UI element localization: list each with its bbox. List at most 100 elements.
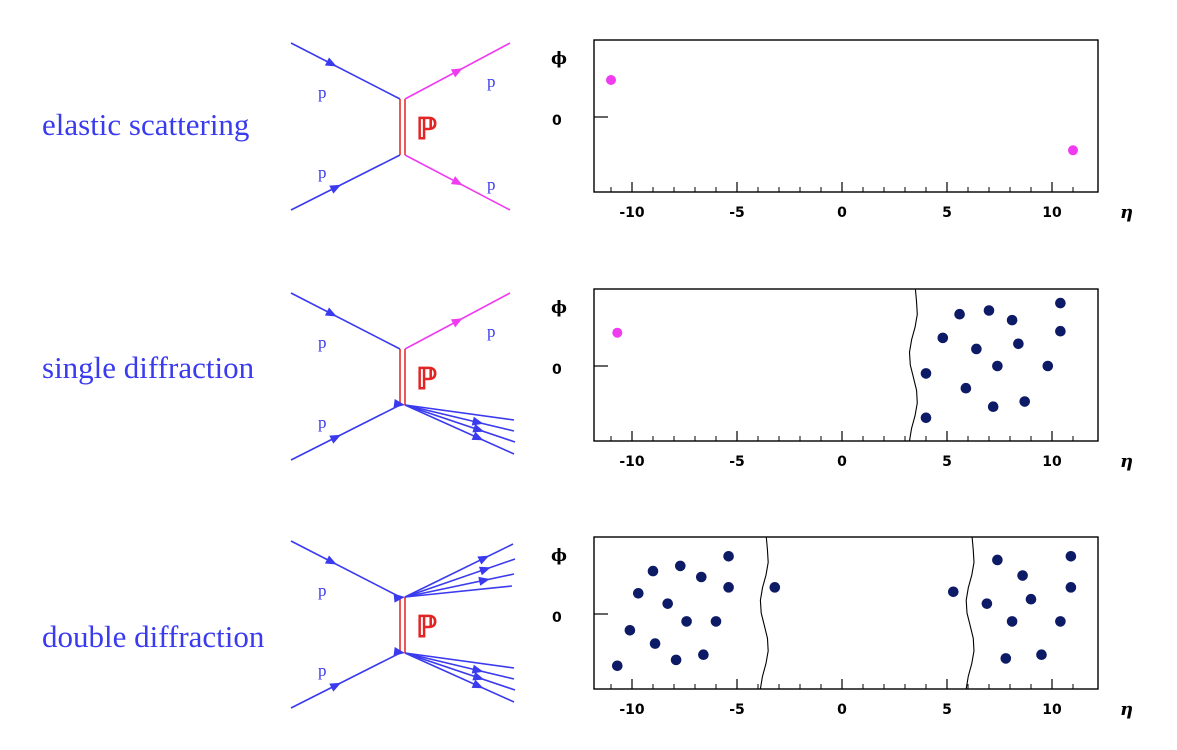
particle-dot <box>981 598 993 609</box>
scattered-proton-dot <box>612 327 623 338</box>
outgoing-proton-top-arrow-icon <box>450 68 463 78</box>
proton-label: p <box>318 333 327 352</box>
particle-dot <box>987 401 999 413</box>
particle-dot <box>1055 616 1066 627</box>
particle-dot <box>937 332 949 344</box>
y-axis-symbol: ϕ <box>551 546 567 566</box>
particle-dot <box>960 382 972 394</box>
proton-label: p <box>318 83 327 102</box>
y-axis-symbol: ϕ <box>551 298 567 318</box>
x-tick-label: 0 <box>837 454 847 470</box>
x-tick-label: -5 <box>729 205 745 221</box>
outgoing-jet-bottom-line <box>404 404 515 455</box>
particle-dot <box>769 582 781 593</box>
rapidity-gap-boundary <box>965 536 975 690</box>
proton-label: p <box>487 175 496 194</box>
outgoing-jet-bottom-arrow-icon <box>472 671 485 681</box>
outgoing-jet-top-line <box>404 585 513 598</box>
particle-dot <box>670 654 682 666</box>
plot-frame <box>593 536 1099 690</box>
outgoing-proton-top-arrow-icon <box>450 318 463 328</box>
x-tick-label: 10 <box>1042 454 1062 470</box>
particle-dot <box>662 598 673 609</box>
particle-dot <box>983 305 995 316</box>
incoming-proton-bottom-line <box>290 652 401 709</box>
particle-dot <box>675 560 686 572</box>
particle-dot <box>696 571 707 583</box>
x-axis-symbol: η <box>1120 451 1133 472</box>
incoming-proton-top-arrow-icon <box>324 57 337 67</box>
particle-dot <box>1013 338 1024 350</box>
particle-dot <box>971 343 982 355</box>
particle-dot <box>1017 570 1028 581</box>
outgoing-jet-top-arrow-icon <box>393 593 405 603</box>
incoming-proton-bottom-arrow-icon <box>329 434 342 444</box>
particle-dot <box>649 638 661 649</box>
plot-frame <box>593 288 1099 442</box>
feynman-diagram: ℙp p p p <box>290 42 511 211</box>
particle-dot <box>681 616 692 627</box>
outgoing-jet-bottom-line <box>404 652 515 669</box>
y-axis-symbol: ϕ <box>551 49 567 69</box>
pomeron-label: ℙ <box>416 611 437 644</box>
particle-dot <box>723 550 734 562</box>
x-tick-label: 0 <box>837 205 847 221</box>
particle-dot <box>647 565 659 577</box>
plot-frame <box>593 39 1099 193</box>
particle-dot <box>948 586 959 598</box>
particle-dot <box>1065 582 1077 593</box>
proton-label: p <box>318 163 327 182</box>
outgoing-jet-bottom-line <box>404 652 515 680</box>
pomeron-label: ℙ <box>416 363 437 396</box>
x-tick-label: 0 <box>837 702 847 718</box>
x-tick-label: -5 <box>729 454 745 470</box>
rapidity-gap-boundary <box>759 536 769 690</box>
particle-dot <box>710 616 722 627</box>
outgoing-jet-bottom-line <box>404 404 515 432</box>
outgoing-jet-bottom-arrow-icon <box>471 431 484 441</box>
outgoing-jet-bottom-arrow-icon <box>472 423 485 433</box>
pomeron-label: ℙ <box>416 113 437 146</box>
particle-dot <box>954 308 965 320</box>
particle-dot <box>1065 550 1077 562</box>
particle-dot <box>1006 314 1018 326</box>
outgoing-jet-bottom-arrow-icon <box>471 416 484 426</box>
particle-dot <box>1036 649 1047 660</box>
incoming-proton-top-line <box>290 292 401 350</box>
rapidity-gap-boundary <box>908 288 918 442</box>
proton-label: p <box>318 661 327 680</box>
panel-single: single diffraction ℙp p p 0 ϕ -10 -5 0 5 10 η <box>42 288 1133 472</box>
outgoing-jet-bottom-line <box>404 652 515 703</box>
particle-dot <box>1055 297 1066 309</box>
particle-dot <box>1025 593 1037 605</box>
feynman-diagram: ℙp p p <box>290 292 516 461</box>
process-label: double diffraction <box>42 619 265 654</box>
particle-dot <box>1006 616 1018 627</box>
particle-dot <box>698 649 709 660</box>
particle-dot <box>624 624 636 636</box>
particle-dot <box>1042 360 1054 372</box>
x-tick-label: 5 <box>942 454 952 470</box>
x-tick-label: -10 <box>619 205 645 221</box>
y-zero-label: 0 <box>552 610 562 626</box>
particle-dot <box>920 368 932 379</box>
outgoing-jet-bottom-line <box>404 404 515 421</box>
outgoing-jet-bottom-line <box>404 404 516 443</box>
incoming-proton-bottom-arrow-icon <box>329 682 342 692</box>
outgoing-jet-top-line <box>404 573 515 598</box>
outgoing-jet-bottom-arrow-icon <box>393 647 405 656</box>
incoming-proton-bottom-line <box>290 154 401 211</box>
x-tick-label: 5 <box>942 702 952 718</box>
y-zero-label: 0 <box>552 113 562 129</box>
particle-dot <box>920 412 932 424</box>
outgoing-jet-bottom-line <box>404 652 516 691</box>
incoming-proton-top-line <box>290 42 401 100</box>
eta-phi-plot: 0 ϕ -10 -5 0 5 10 η <box>551 39 1133 223</box>
incoming-proton-bottom-line <box>290 404 401 461</box>
outgoing-jet-top-line <box>404 558 516 598</box>
particle-dot <box>992 554 1003 566</box>
panel-double: double diffraction ℙp p 0 ϕ -10 -5 0 5 10 η <box>42 536 1133 720</box>
incoming-proton-top-arrow-icon <box>324 555 337 565</box>
outgoing-jet-top-arrow-icon <box>478 576 491 586</box>
outgoing-jet-top-line <box>404 543 514 598</box>
